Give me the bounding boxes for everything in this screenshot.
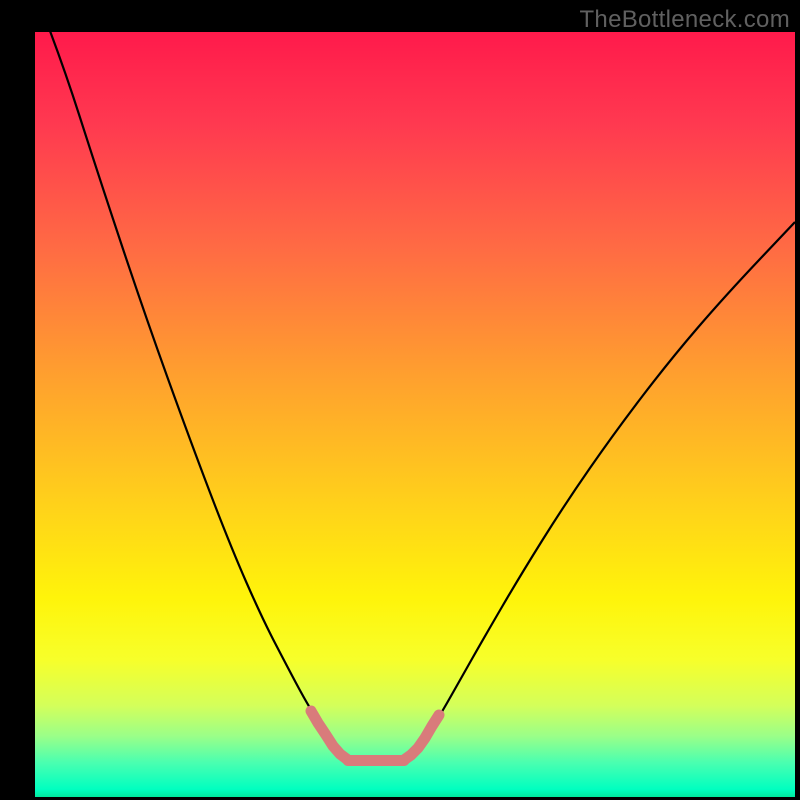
plot-svg — [0, 0, 800, 800]
gradient-background — [35, 32, 795, 797]
chart-container: TheBottleneck.com — [0, 0, 800, 800]
watermark-text: TheBottleneck.com — [579, 6, 790, 34]
